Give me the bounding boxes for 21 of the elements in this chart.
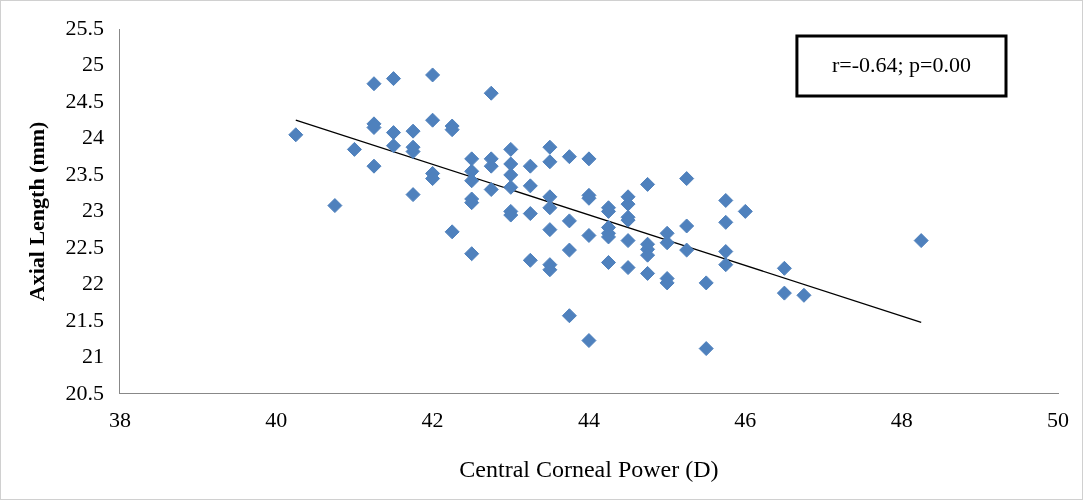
- x-tick-label: 48: [890, 406, 913, 432]
- y-tick-label: 23: [81, 197, 104, 223]
- y-tick-label: 23.5: [65, 160, 104, 186]
- y-tick-label: 21: [81, 343, 104, 369]
- x-axis-title: Central Corneal Power (D): [459, 455, 719, 482]
- x-tick-label: 46: [734, 406, 757, 432]
- y-tick-label: 21.5: [65, 306, 104, 332]
- annotation: r=-0.64; p=0.00: [831, 51, 972, 77]
- x-tick-label: 44: [577, 406, 600, 432]
- x-tick-label: 40: [265, 406, 288, 432]
- y-tick-label: 24.5: [65, 87, 104, 113]
- y-tick-label: 22: [81, 270, 104, 296]
- y-tick-label: 25: [81, 51, 104, 77]
- x-tick-label: 38: [108, 406, 131, 432]
- y-tick-label: 25.5: [65, 14, 104, 40]
- y-axis-title: Axial Length (mm): [23, 121, 49, 302]
- y-tick-label: 22.5: [65, 233, 104, 259]
- x-tick-label: 42: [421, 406, 444, 432]
- y-tick-label: 20.5: [65, 379, 104, 405]
- x-tick-label: 50: [1047, 406, 1069, 432]
- y-tick-label: 24: [81, 124, 104, 150]
